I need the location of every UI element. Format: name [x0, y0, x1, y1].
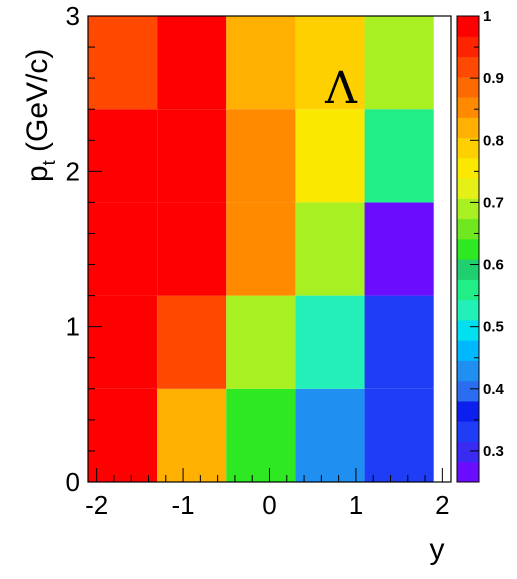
heatmap-cell — [157, 109, 227, 203]
colorbar-label: 0.4 — [483, 381, 505, 398]
y-tick-label: 2 — [66, 156, 80, 186]
colorbar: 0.3 0.4 0.5 0.6 0.7 0.8 0.9 1 — [456, 8, 505, 483]
colorbar-swatch — [457, 259, 479, 280]
y-axis-title-main: p — [21, 165, 54, 182]
y-tick-label: 0 — [66, 467, 80, 497]
heatmap-cell — [157, 388, 227, 482]
y-axis-title-subscript: t — [39, 160, 59, 165]
heatmap-cell — [364, 295, 434, 389]
x-tick-label: -1 — [172, 490, 195, 520]
colorbar-label: 0.6 — [483, 257, 504, 274]
heatmap-cell — [295, 109, 365, 203]
colorbar-swatch — [457, 76, 479, 98]
colorbar-swatch — [457, 400, 479, 422]
heatmap-cell — [88, 388, 158, 482]
heatmap-cell — [364, 388, 434, 482]
colorbar-label: 0.5 — [483, 319, 504, 336]
y-tick-label: 1 — [66, 312, 80, 342]
colorbar-frame — [456, 15, 480, 483]
colorbar-label: 0.3 — [483, 443, 504, 460]
colorbar-swatch — [457, 178, 479, 199]
svg-text:pt (GeV/c): pt (GeV/c) — [21, 49, 59, 182]
y-ticks: 0 1 2 3 — [66, 1, 102, 497]
colorbar-swatch — [457, 441, 479, 463]
heatmap-cell — [295, 295, 365, 389]
colorbar-swatch — [457, 157, 479, 179]
colorbar-swatch — [457, 198, 479, 220]
heatmap-cell — [364, 202, 434, 296]
colorbar-swatch — [457, 461, 479, 483]
heatmap-cell — [157, 202, 227, 296]
y-axis-title-suffix: (GeV/c) — [21, 49, 54, 161]
heatmap-cell — [364, 109, 434, 203]
colorbar-label: 0.7 — [483, 194, 504, 211]
colorbar-swatch — [457, 137, 479, 159]
colorbar-swatch — [457, 16, 479, 37]
x-tick-label: 2 — [435, 490, 449, 520]
colorbar-label: 1 — [483, 8, 491, 25]
colorbar-label: 0.8 — [483, 132, 504, 149]
x-ticks: -2 -1 0 1 2 — [85, 468, 450, 520]
heatmap-cell — [295, 202, 365, 296]
colorbar-swatch — [457, 36, 479, 58]
colorbar-swatch — [457, 279, 479, 301]
heatmap-cell — [226, 16, 296, 110]
y-tick-label: 3 — [66, 1, 80, 31]
colorbar-swatch — [457, 299, 479, 321]
heatmap-cell — [88, 202, 158, 296]
colorbar-swatch — [457, 97, 479, 118]
colorbar-swatch — [457, 380, 479, 402]
heatmap-cell — [226, 388, 296, 482]
colorbar-swatch — [457, 218, 479, 240]
x-axis-title: y — [430, 533, 445, 566]
heatmap-cells — [88, 16, 434, 482]
heatmap-cell — [88, 109, 158, 203]
colorbar-label: 0.9 — [483, 70, 504, 87]
y-axis-title: pt (GeV/c) — [21, 49, 59, 182]
heatmap-cell — [226, 202, 296, 296]
x-tick-label: 1 — [349, 490, 363, 520]
heatmap-cell — [226, 295, 296, 389]
colorbar-swatch — [457, 56, 479, 78]
colorbar-swatch — [457, 117, 479, 139]
colorbar-swatch — [457, 421, 479, 442]
colorbar-swatch — [457, 319, 479, 341]
heatmap-cell — [157, 295, 227, 389]
colorbar-swatch — [457, 360, 479, 382]
heatmap-cell — [157, 16, 227, 110]
heatmap-cell — [88, 295, 158, 389]
x-tick-label: -2 — [85, 490, 108, 520]
heatmap-cell — [364, 16, 434, 110]
x-tick-label: 0 — [262, 490, 276, 520]
heatmap-cell — [226, 109, 296, 203]
heatmap-cell — [295, 16, 365, 110]
particle-label: Λ — [324, 63, 358, 114]
heatmap-cell — [88, 16, 158, 110]
colorbar-swatch — [457, 340, 479, 361]
heatmap-cell — [295, 388, 365, 482]
colorbar-swatch — [457, 238, 479, 260]
